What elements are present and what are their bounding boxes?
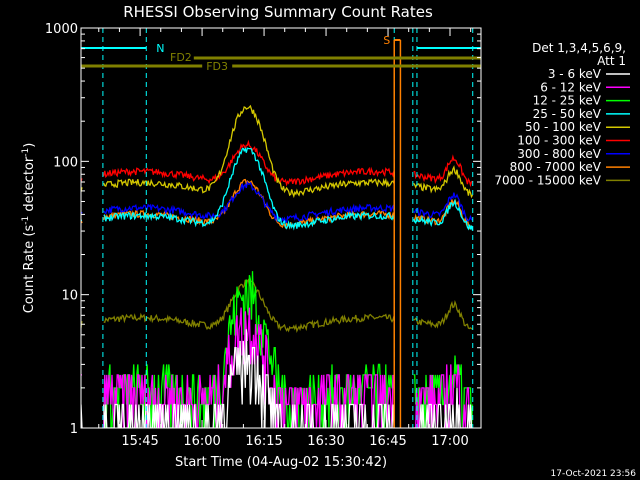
y-tick-label: 1000 <box>45 22 78 37</box>
x-tick-label: 16:45 <box>369 434 406 449</box>
legend-header: Att 1 <box>597 54 626 68</box>
legend-entry-label: 3 - 6 keV <box>548 67 602 81</box>
legend-entry-label: 6 - 12 keV <box>540 80 602 94</box>
legend-entry-label: 800 - 7000 keV <box>510 160 602 174</box>
x-tick-label: 16:30 <box>307 434 344 449</box>
legend-entry-label: 7000 - 15000 keV <box>494 173 601 187</box>
chart-title: RHESSI Observing Summary Count Rates <box>123 3 433 21</box>
y-tick-label: 1 <box>70 422 78 437</box>
plot-frame <box>80 27 482 429</box>
x-axis-label: Start Time (04-Aug-02 15:30:42) <box>175 455 387 470</box>
fd2-label: FD2 <box>170 51 192 64</box>
fd3-label: FD3 <box>206 60 228 73</box>
legend-entry-label: 25 - 50 keV <box>533 107 602 121</box>
x-tick-label: 16:15 <box>245 434 282 449</box>
y-axis-label: Count Rate (s-1 detector-1) <box>21 143 37 314</box>
legend-entry-label: 300 - 800 keV <box>517 147 601 161</box>
saa-label: S <box>383 34 390 47</box>
timestamp: 17-Oct-2021 23:56 <box>551 469 637 479</box>
y-tick-label: 10 <box>61 289 78 304</box>
night-label: N <box>156 42 164 55</box>
legend-entry-label: 50 - 100 keV <box>525 120 602 134</box>
x-tick-label: 17:00 <box>431 434 468 449</box>
legend-entry-label: 100 - 300 keV <box>517 134 601 148</box>
x-tick-label: 16:00 <box>183 434 220 449</box>
legend-entry-label: 12 - 25 keV <box>533 94 602 108</box>
x-tick-label: 15:45 <box>121 434 158 449</box>
legend-header: Det 1,3,4,5,6,9, <box>532 41 626 55</box>
y-tick-label: 100 <box>53 155 78 170</box>
